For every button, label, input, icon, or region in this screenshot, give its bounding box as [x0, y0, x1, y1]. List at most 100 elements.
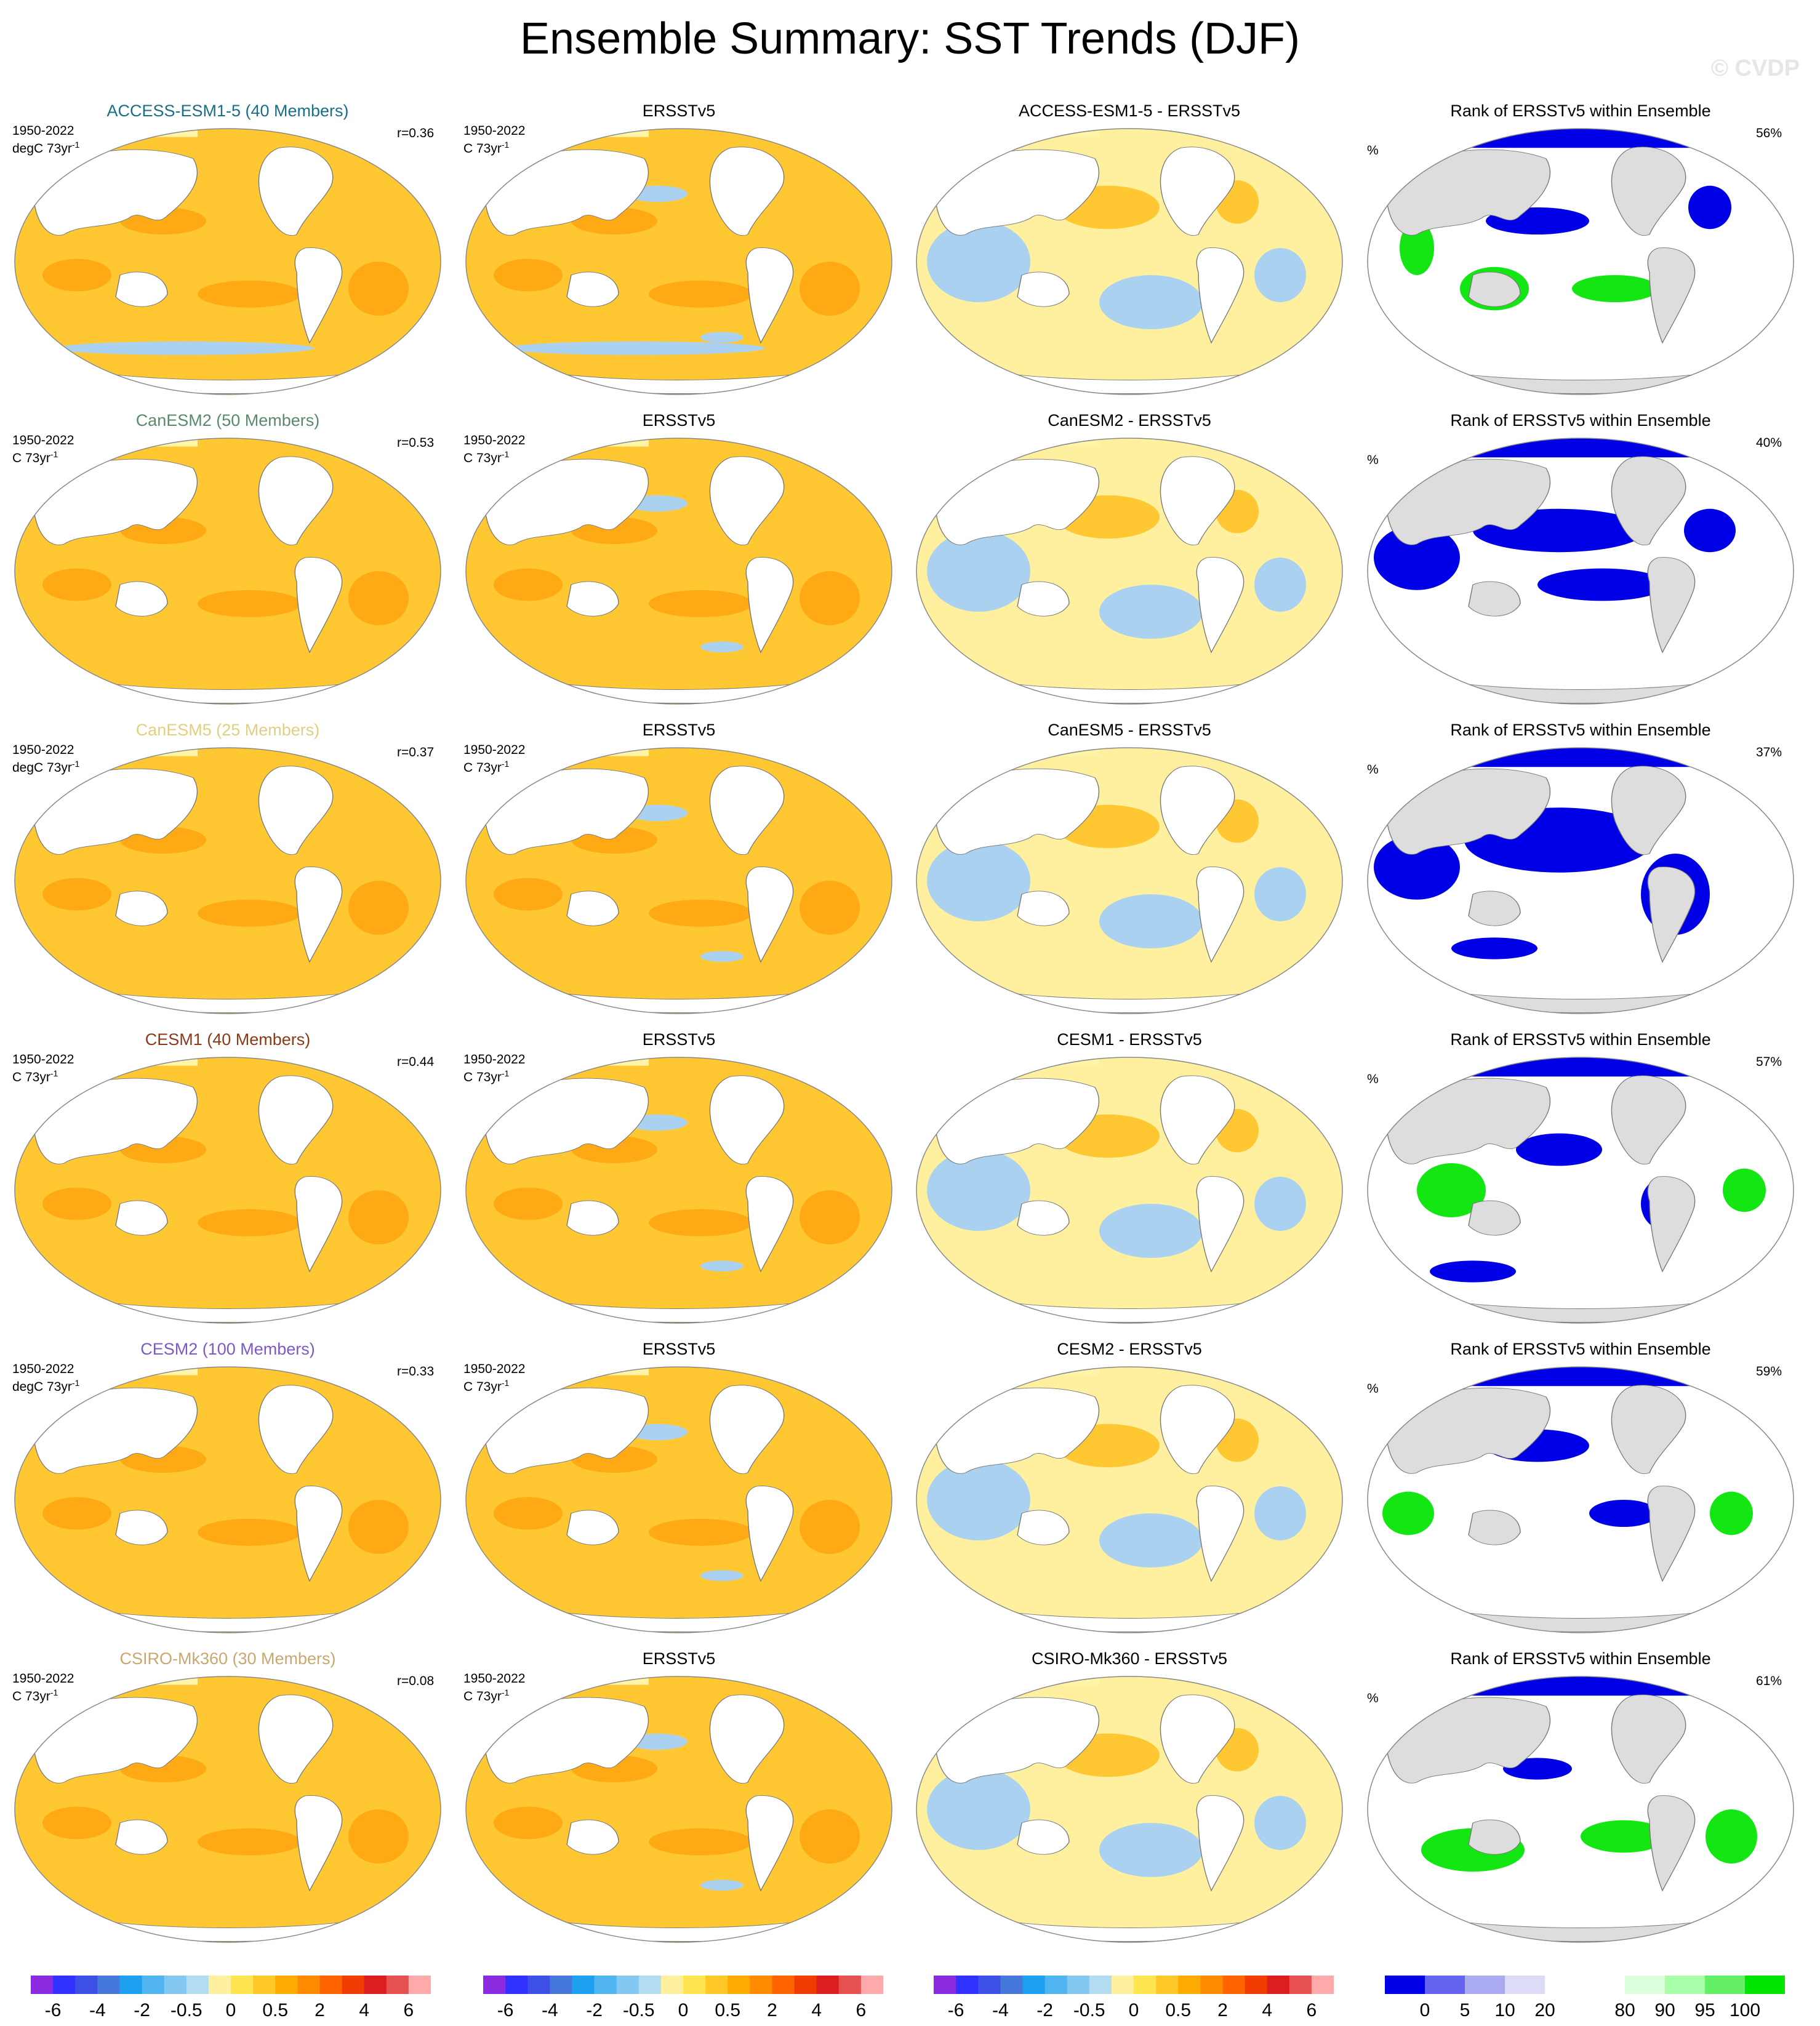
field-blob-2 — [494, 258, 563, 292]
map-obs — [465, 438, 892, 705]
pattern-correlation: r=0.53 — [397, 436, 435, 450]
continent-3 — [745, 1486, 794, 1582]
field-blob-2 — [1254, 1486, 1306, 1540]
field-blob-1 — [1099, 1513, 1203, 1568]
trend-colorbar-swatch — [934, 1976, 956, 1994]
field-blob-3 — [1684, 508, 1736, 553]
map-rank — [1367, 1057, 1794, 1324]
field-blob-3 — [348, 881, 409, 935]
field-blob-0 — [927, 1150, 1030, 1231]
panel-diff: CanESM5 - ERSSTv5 — [914, 721, 1345, 1030]
model-title: CESM2 (100 Members) — [140, 1340, 315, 1358]
map-model — [14, 1057, 441, 1324]
field-blob-5 — [700, 1880, 744, 1891]
trend-colorbar-swatch — [728, 1976, 750, 1994]
rank-percentage: 59% — [1756, 1364, 1782, 1379]
trend-colorbar-tick-label: 0 — [678, 2000, 689, 2020]
obs-title: ERSSTv5 — [642, 1030, 716, 1049]
field-blob-5 — [700, 332, 744, 343]
continent-2 — [1160, 146, 1235, 236]
continent-1 — [566, 1200, 619, 1236]
trend-colorbar-swatch — [1000, 1976, 1023, 1994]
map-obs — [465, 1057, 892, 1324]
field-blob-3 — [1572, 275, 1658, 302]
trend-colorbar-tick-label: 0 — [1128, 2000, 1139, 2020]
trend-colorbar-tick-label: 6 — [856, 2000, 867, 2020]
field-blob-3 — [800, 881, 860, 935]
rank-colorbar-tick-label: 20 — [1534, 2000, 1555, 2020]
continent-2 — [1160, 456, 1235, 545]
continent-2 — [258, 456, 334, 545]
continent-3 — [1196, 1176, 1245, 1273]
trend-colorbar-tick-label: -6 — [44, 2000, 62, 2020]
panel-row: CanESM5 (25 Members) 1950-2022 degC 73yr-1… — [0, 721, 1820, 1030]
panel-model: ACCESS-ESM1-5 (40 Members) 1950-2022 degC … — [12, 102, 443, 410]
diff-title: CSIRO-Mk360 - ERSSTv5 — [1031, 1649, 1228, 1668]
map-obs — [465, 1366, 892, 1633]
trend-colorbar-swatch — [527, 1976, 550, 1994]
trend-colorbar-tick-label: 2 — [1217, 2000, 1228, 2020]
trend-colorbar-tick-label: -0.5 — [1073, 2000, 1105, 2020]
panel-obs: ERSSTv5 1950-2022 C 73yr-1 — [463, 721, 894, 1030]
trend-colorbar-swatch — [275, 1976, 298, 1994]
trend-colorbar-swatch — [408, 1976, 431, 1994]
panel-model: CESM1 (40 Members) 1950-2022 C 73yr-1 r=0.4… — [12, 1030, 443, 1339]
trend-colorbar-swatch — [860, 1976, 883, 1994]
continent-0 — [33, 1078, 198, 1164]
field-blob-1 — [649, 1518, 752, 1546]
trend-colorbar-swatch — [253, 1976, 276, 1994]
field-blob-2 — [42, 568, 111, 601]
continent-2 — [1611, 146, 1686, 236]
continent-3 — [1196, 1486, 1245, 1582]
continent-1 — [115, 1819, 168, 1855]
continent-2 — [258, 1694, 334, 1784]
obs-title: ERSSTv5 — [642, 411, 716, 430]
field-blob-1 — [1516, 1133, 1602, 1166]
percent-unit: % — [1367, 453, 1379, 467]
field-blob-1 — [649, 590, 752, 617]
panel-diff: CanESM2 - ERSSTv5 — [914, 411, 1345, 720]
continent-0 — [33, 768, 198, 855]
trend-colorbar-tick-label: 0.5 — [262, 2000, 289, 2020]
field-blob-5 — [700, 641, 744, 652]
continent-2 — [258, 766, 334, 855]
continent-2 — [1160, 1385, 1235, 1474]
continent-1 — [115, 1200, 168, 1236]
continent-3 — [1647, 1176, 1696, 1273]
watermark: © CVDP — [1711, 55, 1800, 81]
diff-title: CESM1 - ERSSTv5 — [1057, 1030, 1202, 1049]
continent-0 — [1385, 768, 1550, 855]
period-units-label: 1950-2022 C 73yr-1 — [463, 1362, 526, 1394]
map-rank — [1367, 1366, 1794, 1633]
continent-3 — [1647, 557, 1696, 654]
panel-model: CSIRO-Mk360 (30 Members) 1950-2022 C 73yr-… — [12, 1649, 443, 1958]
map-diff — [916, 747, 1343, 1014]
field-blob-1 — [649, 280, 752, 308]
rank-title: Rank of ERSSTv5 within Ensemble — [1450, 102, 1711, 120]
map-rank — [1367, 1676, 1794, 1943]
continent-1 — [1017, 1510, 1070, 1545]
trend-colorbar — [31, 1976, 431, 1994]
trend-colorbar-tick-label: -6 — [947, 2000, 964, 2020]
period-units-label: 1950-2022 C 73yr-1 — [463, 124, 526, 156]
trend-colorbar-tick-label: -0.5 — [170, 2000, 202, 2020]
panel-rank: Rank of ERSSTv5 within Ensemble% 56% — [1365, 102, 1796, 410]
field-blob-3 — [1723, 1168, 1766, 1212]
field-blob-1 — [1099, 894, 1203, 948]
trend-colorbar-tick-label: 0.5 — [1165, 2000, 1192, 2020]
map-outline — [14, 1366, 441, 1633]
trend-colorbar-tick-label: 4 — [811, 2000, 822, 2020]
rank-colorbar-tick-label: 10 — [1494, 2000, 1515, 2020]
map-outline — [14, 1676, 441, 1943]
field-blob-1 — [198, 899, 301, 927]
rank-colorbar-swatch — [1505, 1976, 1545, 1994]
continent-1 — [1017, 891, 1070, 926]
trend-colorbar-swatch — [660, 1976, 684, 1994]
trend-colorbar-swatch — [1022, 1976, 1046, 1994]
trend-colorbar-swatch — [1089, 1976, 1112, 1994]
field-blob-4 — [1430, 1260, 1516, 1283]
panel-rank: Rank of ERSSTv5 within Ensemble% 57% — [1365, 1030, 1796, 1339]
field-blob-1 — [1382, 1491, 1434, 1536]
panel-rank: Rank of ERSSTv5 within Ensemble% 59% — [1365, 1340, 1796, 1649]
map-outline — [14, 747, 441, 1014]
